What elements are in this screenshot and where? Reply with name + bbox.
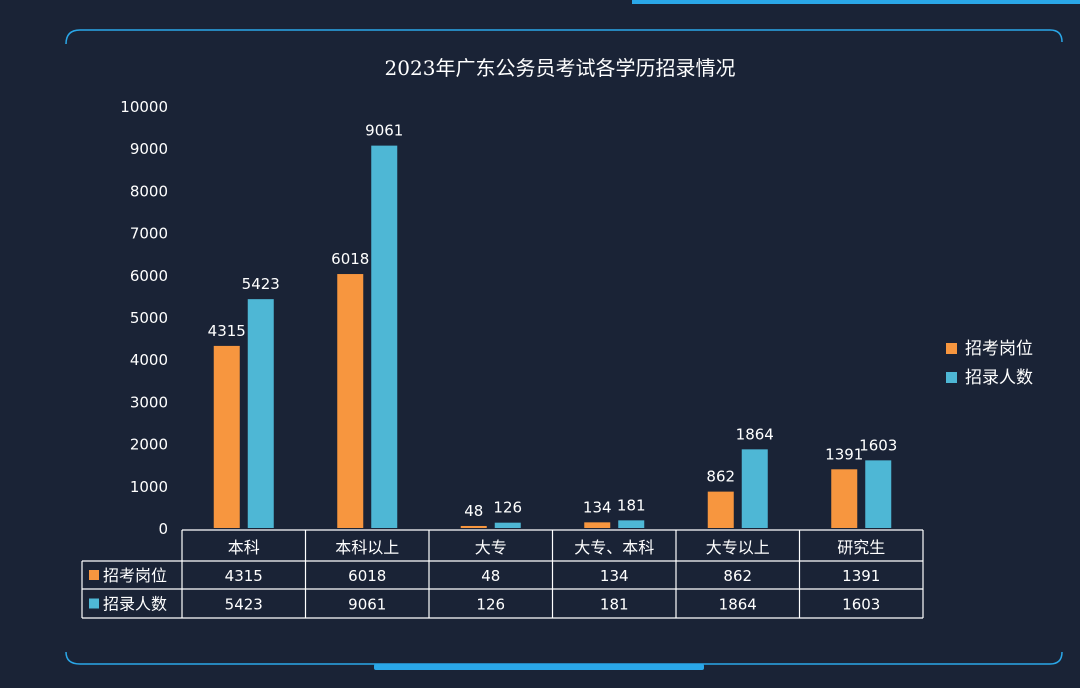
bar	[247, 299, 274, 528]
bar-value-label: 5423	[242, 275, 280, 293]
y-tick-label: 0	[158, 520, 168, 538]
y-tick-label: 4000	[130, 351, 168, 369]
y-tick-label: 6000	[130, 267, 168, 285]
y-tick-label: 5000	[130, 309, 168, 327]
y-tick-label: 10000	[120, 98, 168, 116]
bar-value-label: 1391	[825, 445, 863, 463]
y-tick-label: 8000	[130, 182, 168, 200]
bar-value-label: 1603	[859, 436, 897, 454]
bar	[460, 525, 487, 528]
table-cell: 181	[600, 596, 629, 614]
table-cell: 5423	[225, 596, 263, 614]
legend-swatch	[946, 372, 957, 383]
bar	[584, 522, 611, 528]
x-category-label: 本科以上	[335, 538, 399, 557]
frame-bottom-accent	[374, 664, 704, 670]
y-tick-label: 1000	[130, 478, 168, 496]
bar-value-label: 126	[493, 499, 522, 517]
table-cell: 9061	[348, 596, 386, 614]
bar	[707, 491, 734, 528]
table-series-name: 招考岗位	[103, 566, 167, 585]
bar-value-label: 9061	[365, 122, 403, 140]
bars	[213, 145, 892, 528]
bar-value-label: 4315	[208, 322, 246, 340]
x-category-label: 大专、本科	[574, 538, 654, 557]
y-tick-label: 3000	[130, 393, 168, 411]
table-cell: 134	[600, 567, 629, 585]
bar-value-label: 134	[583, 498, 612, 516]
table-cell: 1864	[719, 596, 757, 614]
legend-label: 招录人数	[965, 368, 1033, 388]
bar-value-label: 862	[706, 468, 735, 486]
bar	[337, 274, 364, 528]
table-cell: 1391	[842, 567, 880, 585]
x-category-label: 本科	[228, 538, 260, 557]
bar-value-label: 1864	[736, 425, 774, 443]
table-series-name: 招录人数	[103, 595, 167, 614]
bar	[213, 345, 240, 528]
bar-value-label: 48	[464, 502, 483, 520]
table-cell: 862	[723, 567, 752, 585]
table-cell: 126	[476, 596, 505, 614]
legend-label: 招考岗位	[965, 339, 1033, 359]
y-tick-label: 7000	[130, 225, 168, 243]
bar	[865, 460, 892, 528]
bar	[831, 469, 858, 528]
x-category-label: 研究生	[837, 538, 885, 557]
frame-decoration	[65, 0, 1080, 670]
bar-labels: 4315 5423 6018 9061 48 126 134 181 862 1864 139116…	[208, 122, 898, 520]
table-legend-swatch	[89, 598, 99, 609]
table-cell: 1603	[842, 596, 880, 614]
y-axis: 0 1000 2000 3000 4000 5000 6000 7000 8000 9000 100…	[120, 98, 168, 538]
frame-top-line	[65, 29, 1063, 45]
x-category-label: 大专以上	[706, 538, 770, 557]
y-tick-label: 9000	[130, 140, 168, 158]
frame-top-accent	[632, 0, 1080, 4]
table-cell: 6018	[348, 567, 386, 585]
bar	[494, 522, 521, 528]
bar	[741, 449, 768, 528]
table-cell: 48	[481, 567, 500, 585]
x-category-label: 大专	[475, 538, 507, 557]
y-tick-label: 2000	[130, 436, 168, 454]
legend-swatch	[946, 343, 957, 354]
bar-value-label: 6018	[331, 250, 369, 268]
bar	[618, 520, 645, 528]
table-legend-swatch	[89, 570, 99, 580]
bar	[371, 145, 398, 528]
frame-bottom-line	[65, 651, 1063, 665]
table-cell: 4315	[225, 567, 263, 585]
bar-value-label: 181	[617, 496, 646, 514]
chart-title: 2023年广东公务员考试各学历招录情况	[385, 56, 736, 80]
